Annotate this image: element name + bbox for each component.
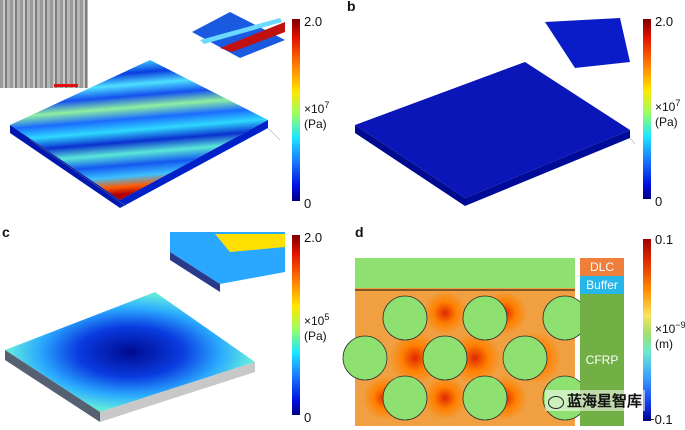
panel-d-label: d: [355, 224, 364, 240]
scale-bar: [54, 84, 78, 87]
colorbar-d: [643, 239, 651, 421]
colorbar-d-max: 0.1: [655, 232, 674, 247]
panel-c-label: c: [2, 224, 10, 240]
panel-a: a 2.0 0 ×107 (Pa): [0, 0, 340, 215]
unit-c-pa: (Pa): [304, 329, 327, 343]
panel-b-label: b: [347, 0, 356, 14]
unit-a-exp: ×10: [304, 102, 325, 116]
plate-b: [355, 18, 636, 206]
colorbar-b-max: 2.0: [655, 14, 674, 29]
unit-d-m: (m): [655, 337, 673, 351]
colorbar-c-unit: ×105 (Pa): [304, 310, 329, 344]
sem-image-inset: [0, 0, 88, 88]
layer-buffer: Buffer: [580, 276, 624, 294]
unit-c-pow: 5: [324, 312, 330, 322]
panel-b: b 2.0 0 ×107 (Pa): [345, 0, 685, 215]
colorbar-c-max: 2.0: [304, 230, 323, 245]
colorbar-b-unit: ×107 (Pa): [655, 96, 680, 130]
colorbar-b: [643, 19, 651, 199]
unit-c-exp: ×10: [304, 314, 325, 328]
wechat-icon: [548, 395, 564, 409]
unit-a-pa: (Pa): [304, 117, 327, 131]
colorbar-a: [292, 19, 300, 201]
layer-dlc: DLC: [580, 258, 624, 276]
colorbar-d-unit: ×10−9 (m): [655, 318, 685, 352]
colorbar-a-min: 0: [304, 196, 312, 211]
unit-d-pow: −9: [675, 320, 685, 330]
panel-c: c 2.0 0 ×105 (Pa): [0, 222, 340, 430]
panel-d: d DLC Buffer CFRP 0.1 −0.1 ×10−9 (m): [342, 222, 685, 430]
unit-b-exp: ×10: [655, 100, 676, 114]
colorbar-c-min: 0: [304, 410, 312, 425]
unit-d-exp: ×10: [655, 322, 676, 336]
watermark-text: 蓝海星智库: [567, 393, 643, 410]
colorbar-d-min: −0.1: [647, 412, 673, 427]
plate-a: [10, 12, 285, 208]
colorbar-c: [292, 235, 300, 415]
unit-b-pa: (Pa): [655, 115, 678, 129]
colorbar-a-max: 2.0: [304, 14, 323, 29]
watermark: 蓝海星智库: [545, 390, 646, 411]
cross-section-d: [342, 258, 588, 426]
unit-b-pow: 7: [675, 98, 681, 108]
plate-c: [5, 232, 285, 422]
colorbar-a-unit: ×107 (Pa): [304, 98, 329, 132]
colorbar-b-min: 0: [655, 194, 663, 209]
unit-a-pow: 7: [324, 100, 330, 110]
